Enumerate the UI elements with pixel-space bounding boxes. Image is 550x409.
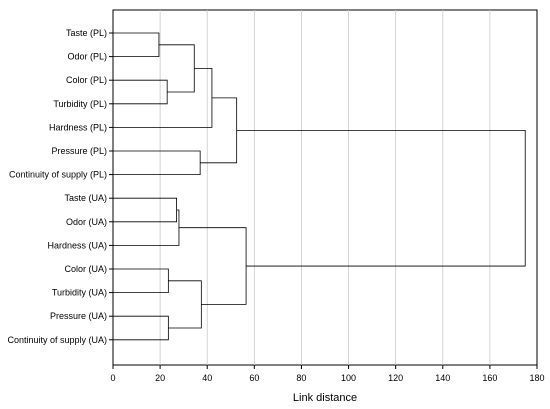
x-tick-label: 120 (388, 373, 403, 383)
merge-link (113, 209, 180, 246)
merge-link (168, 280, 202, 329)
x-tick-label: 80 (296, 373, 306, 383)
leaf-label: Odor (UA) (66, 217, 107, 227)
merge-link (158, 44, 195, 93)
merge-link (113, 79, 168, 105)
merge-link (236, 129, 526, 267)
leaf-label: Color (PL) (66, 75, 107, 85)
x-tick-label: 140 (435, 373, 450, 383)
leaf-label: Pressure (PL) (51, 146, 107, 156)
x-axis-title: Link distance (293, 392, 357, 404)
leaf-label: Odor (PL) (67, 52, 107, 62)
x-tick-label: 100 (341, 373, 356, 383)
leaf-label: Pressure (UA) (50, 311, 107, 321)
x-tick-label: 180 (529, 373, 544, 383)
leaf-label: Taste (UA) (64, 193, 107, 203)
plot-frame (112, 9, 538, 366)
merge-link (113, 197, 177, 223)
merge-link (200, 97, 238, 164)
leaf-label: Turbidity (UA) (52, 288, 107, 298)
merge-link (113, 68, 213, 128)
x-tick-label: 160 (482, 373, 497, 383)
x-axis-ticks: 0 20 40 60 80 100 120 140 160 180 (109, 32, 545, 383)
x-tick-label: 20 (155, 373, 165, 383)
leaf-label: Taste (PL) (66, 28, 107, 38)
leaf-label: Turbidity (PL) (53, 99, 107, 109)
grid-lines (159, 10, 491, 365)
leaf-label: Hardness (PL) (49, 122, 107, 132)
leaf-labels: Taste (PL) Odor (PL) Color (PL) Turbidity (… (7, 28, 107, 345)
leaf-label: Hardness (UA) (47, 240, 107, 250)
leaf-label: Color (UA) (64, 264, 107, 274)
merge-link (113, 150, 201, 175)
merge-link (178, 227, 247, 305)
x-tick-label: 40 (202, 373, 212, 383)
leaf-label: Continuity of supply (UA) (7, 335, 107, 345)
dendrogram-links (113, 32, 526, 341)
x-tick-label: 60 (249, 373, 259, 383)
leaf-label: Continuity of supply (PL) (9, 170, 107, 180)
x-tick-label: 0 (110, 373, 115, 383)
merge-link (113, 32, 160, 57)
